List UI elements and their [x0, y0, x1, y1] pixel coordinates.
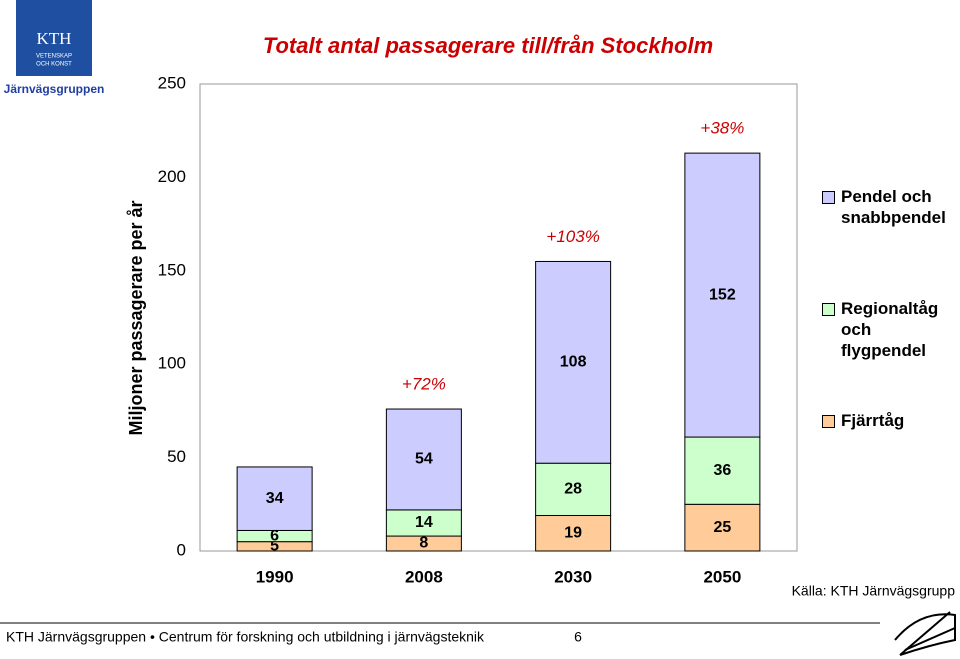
y-axis-label: Miljoner passagerare per år [126, 200, 146, 435]
legend-item: Pendel och snabbpendel [822, 186, 958, 228]
x-tick-label: 2030 [554, 567, 592, 586]
bar-segment [385, 408, 462, 511]
bar-segment [236, 466, 313, 531]
y-tick-label: 150 [158, 260, 186, 279]
logo-text: OCH KONST [36, 62, 72, 68]
data-label: 14 [415, 514, 433, 531]
annotation: +72% [402, 375, 446, 394]
legend-label: Fjärrtåg [841, 411, 905, 430]
data-label: 28 [564, 481, 582, 498]
data-label: 19 [564, 524, 582, 541]
footer-text: KTH Järnvägsgruppen • Centrum för forskn… [6, 629, 485, 645]
data-label: 6 [270, 527, 279, 544]
org-name: Järnvägsgruppen [4, 82, 105, 96]
data-label: 54 [415, 451, 433, 468]
y-tick-label: 250 [158, 73, 186, 92]
page-number: 6 [574, 629, 582, 645]
plot-area [199, 83, 798, 552]
y-tick-label: 0 [177, 540, 186, 559]
data-label: 36 [713, 462, 731, 479]
logo-text: VETENSKAP [36, 54, 72, 60]
legend-item: Fjärrtåg [822, 410, 958, 431]
data-label: 108 [560, 354, 587, 371]
legend-swatch [822, 191, 835, 204]
legend-swatch [822, 415, 835, 428]
data-label: 25 [713, 519, 731, 536]
x-tick-label: 2050 [703, 567, 741, 586]
x-tick-label: 2008 [405, 567, 443, 586]
data-label: 152 [709, 286, 736, 303]
chart-title: Totalt antal passagerare till/från Stock… [263, 33, 713, 58]
bar-segment [535, 260, 612, 464]
legend-label: Pendel och snabbpendel [841, 187, 946, 227]
data-label: 34 [266, 490, 284, 507]
annotation: +38% [700, 119, 744, 138]
data-label: 5 [270, 538, 279, 555]
logo-text: KTH [37, 29, 72, 48]
annotation: +103% [546, 227, 599, 246]
bar-segment [684, 503, 761, 552]
bar-segment [684, 436, 761, 505]
bar-segment [535, 515, 612, 552]
x-tick-label: 1990 [256, 567, 294, 586]
train-icon [894, 611, 956, 656]
source: Källa: KTH Järnvägsgrupp [792, 583, 956, 599]
bar-segment [684, 152, 761, 438]
y-tick-label: 200 [158, 167, 186, 186]
data-label: 8 [419, 535, 428, 552]
bar-segment [385, 509, 462, 537]
legend-item: Regionaltåg och flygpendel [822, 298, 958, 361]
y-tick-label: 100 [158, 354, 186, 373]
y-tick-label: 50 [167, 447, 186, 466]
logo [16, 0, 92, 76]
legend-label: Regionaltåg och flygpendel [841, 299, 939, 360]
legend-swatch [822, 303, 835, 316]
